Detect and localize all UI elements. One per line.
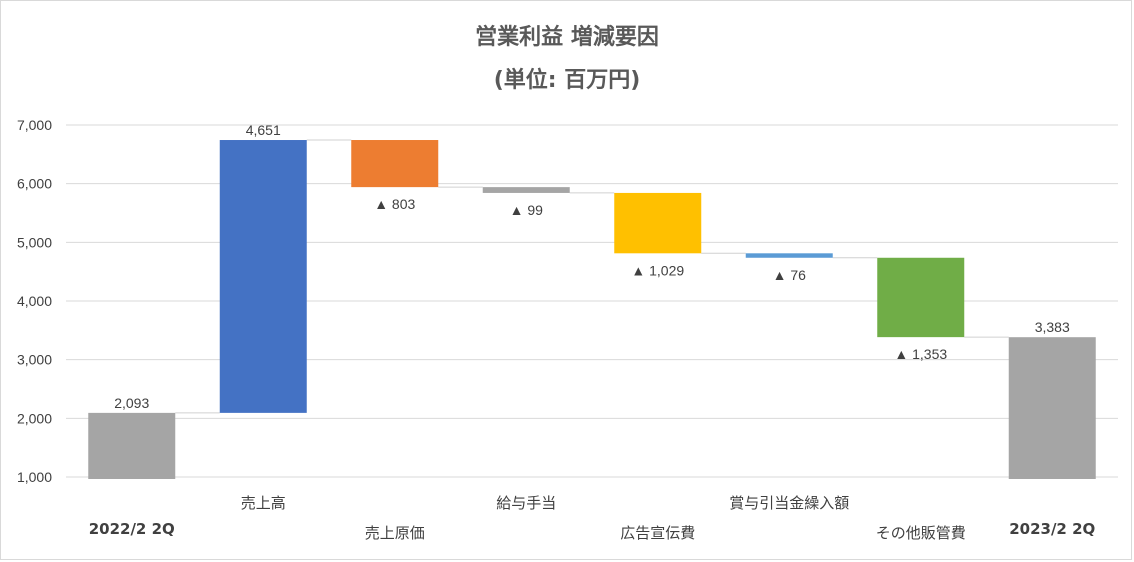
bar [1008,337,1096,479]
category-label: 広告宣伝費 [620,524,695,542]
data-label: ▲ 99 [510,202,544,218]
y-tick-label: 6,000 [17,176,52,192]
y-tick-label: 3,000 [17,352,52,368]
connector-lines [175,139,1009,414]
category-label: 給与手当 [496,494,556,512]
category-label: その他販管費 [876,524,966,542]
bar [482,187,570,193]
chart-subtitle: (単位: 百万円) [494,67,641,93]
data-label: ▲ 803 [374,196,415,212]
bar [745,253,833,258]
category-label: 2023/2 2Q [1009,520,1095,538]
bar [88,412,176,479]
y-tick-label: 5,000 [17,234,52,250]
bar [614,192,702,254]
data-label: 3,383 [1035,319,1070,335]
data-label: ▲ 1,353 [894,346,947,362]
data-label: ▲ 1,029 [631,262,684,278]
category-label: 2022/2 2Q [89,520,175,538]
y-tick-label: 4,000 [17,293,52,309]
data-label: ▲ 76 [773,267,807,283]
chart-title: 営業利益 増減要因 [475,24,659,50]
y-tick-label: 1,000 [17,469,52,485]
data-label: 2,093 [114,395,149,411]
bars [88,140,1096,479]
bar [351,140,439,188]
y-tick-label: 2,000 [17,410,52,426]
category-label: 賞与引当金繰入額 [729,494,849,512]
bar [219,140,307,413]
y-tick-label: 7,000 [17,117,52,133]
category-label: 売上高 [241,494,286,512]
y-axis-ticks: 1,000 2,000 3,000 4,000 5,000 6,000 7,000 [17,117,52,485]
data-label: 4,651 [246,122,281,138]
bar [877,257,965,338]
category-label: 売上原価 [365,524,425,542]
data-labels: 2,093 4,651 ▲ 803 ▲ 99 ▲ 1,029 ▲ 76 ▲ 1,353 3,3… [114,122,1070,411]
